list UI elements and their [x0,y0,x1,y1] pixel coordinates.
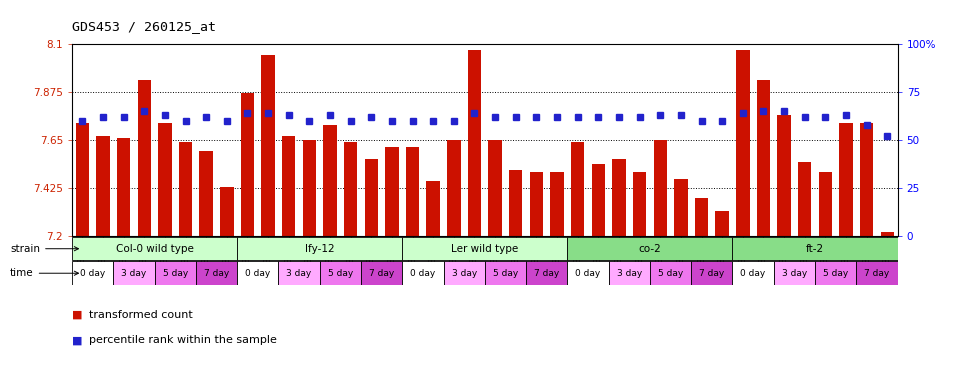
Text: 5 day: 5 day [823,269,849,278]
Bar [815,261,856,285]
Text: 3 day: 3 day [451,269,477,278]
Bar [860,123,874,236]
Bar [650,261,691,285]
Bar [633,172,646,236]
Text: 3 day: 3 day [781,269,807,278]
Bar [798,161,811,236]
Bar [261,55,275,236]
Bar [447,140,461,236]
Bar [530,172,543,236]
Text: 7 day: 7 day [699,269,725,278]
Bar [385,147,398,236]
Bar [485,261,526,285]
Text: 3 day: 3 day [286,269,312,278]
Bar [609,261,650,285]
Bar [344,142,357,236]
Bar [237,261,278,285]
Bar [365,160,378,236]
Bar [774,261,815,285]
Bar [756,80,770,236]
Bar [732,261,774,285]
Text: 5 day: 5 day [658,269,684,278]
Bar [571,142,585,236]
Text: ■: ■ [72,335,83,346]
Text: strain: strain [10,244,79,254]
Bar [444,261,485,285]
Bar [550,172,564,236]
Bar [137,80,151,236]
Text: percentile rank within the sample: percentile rank within the sample [89,335,277,346]
Text: 3 day: 3 day [616,269,642,278]
Text: ■: ■ [72,310,83,320]
Text: 0 day: 0 day [410,269,436,278]
Bar [96,136,109,236]
Text: 0 day: 0 day [80,269,106,278]
Bar [468,51,481,236]
Text: 7 day: 7 day [864,269,890,278]
Bar [241,93,254,236]
Bar [839,123,852,236]
Text: 5 day: 5 day [162,269,188,278]
Bar [509,170,522,236]
Bar [196,261,237,285]
Text: GDS453 / 260125_at: GDS453 / 260125_at [72,20,216,33]
Bar [113,261,155,285]
Bar [406,147,420,236]
Bar [526,261,567,285]
Bar [691,261,732,285]
Bar [282,136,296,236]
Text: 0 day: 0 day [245,269,271,278]
Text: Ler wild type: Ler wild type [451,244,518,254]
Text: 0 day: 0 day [740,269,766,278]
Bar [715,211,729,236]
Bar [856,261,898,285]
Text: 3 day: 3 day [121,269,147,278]
Bar [158,123,172,236]
Bar [179,142,192,236]
Text: 7 day: 7 day [204,269,229,278]
Bar [736,51,750,236]
Bar [591,164,605,236]
Bar [302,140,316,236]
Bar [320,261,361,285]
Bar [200,151,213,236]
Bar [237,237,402,261]
Text: 5 day: 5 day [492,269,518,278]
Bar [117,138,131,236]
Bar [72,237,237,261]
Bar [654,140,667,236]
Bar [732,237,898,261]
Text: transformed count: transformed count [89,310,193,320]
Bar [880,232,894,236]
Bar [612,160,626,236]
Text: 0 day: 0 day [575,269,601,278]
Text: co-2: co-2 [638,244,661,254]
Bar [72,261,113,285]
Text: 7 day: 7 day [369,269,395,278]
Bar [567,261,609,285]
Bar [76,123,89,236]
Bar [674,179,687,236]
Bar [324,125,337,236]
Text: time: time [10,268,79,278]
Bar [278,261,320,285]
Bar [402,237,567,261]
Text: 7 day: 7 day [534,269,560,278]
Text: ft-2: ft-2 [806,244,824,254]
Text: Col-0 wild type: Col-0 wild type [115,244,194,254]
Bar [155,261,196,285]
Bar [426,181,440,236]
Bar [819,172,832,236]
Bar [361,261,402,285]
Text: lfy-12: lfy-12 [305,244,334,254]
Bar [695,198,708,236]
Text: 5 day: 5 day [327,269,353,278]
Bar [778,115,791,236]
Bar [402,261,444,285]
Bar [567,237,732,261]
Bar [489,140,502,236]
Bar [220,187,233,236]
